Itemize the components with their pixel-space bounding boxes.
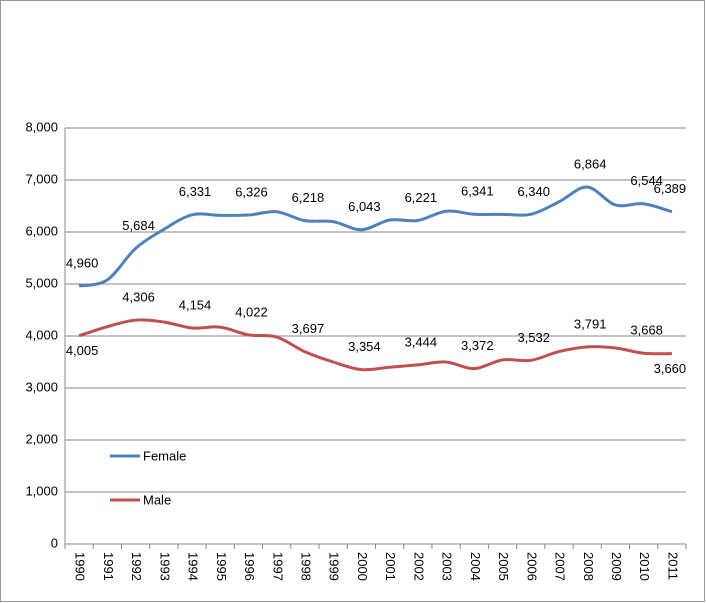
x-tick-label: 2007: [553, 552, 568, 581]
x-tick-label: 2005: [496, 552, 511, 581]
x-tick-label: 2010: [637, 552, 652, 581]
data-label: 6,043: [348, 199, 381, 214]
x-tick-label: 2001: [383, 552, 398, 581]
x-tick-label: 2003: [440, 552, 455, 581]
x-tick-label: 1999: [327, 552, 342, 581]
x-tick-label: 1998: [298, 552, 313, 581]
legend-label: Male: [143, 492, 171, 507]
data-label: 6,221: [405, 190, 438, 205]
data-label: 6,340: [517, 184, 550, 199]
x-tick-label: 2002: [411, 552, 426, 581]
x-tick-label: 1994: [186, 552, 201, 581]
y-tick-label: 0: [51, 535, 58, 550]
x-tick-label: 1990: [73, 552, 88, 581]
x-tick-label: 2009: [609, 552, 624, 581]
line: [78, 318, 672, 372]
x-tick-label: 2006: [524, 552, 539, 581]
x-tick-label: 1991: [101, 552, 116, 581]
data-label: 6,331: [179, 184, 212, 199]
x-tick-label: 1992: [129, 552, 144, 581]
y-tick-label: 7,000: [25, 171, 58, 186]
data-label: 5,684: [122, 218, 155, 233]
legend-label: Female: [143, 448, 186, 463]
y-tick-label: 8,000: [25, 119, 58, 134]
line: [78, 185, 673, 288]
x-tick-label: 1996: [242, 552, 257, 581]
x-tick-label: 1997: [270, 552, 285, 581]
y-tick-label: 5,000: [25, 275, 58, 290]
data-label: 4,005: [66, 343, 99, 358]
y-tick-label: 3,000: [25, 379, 58, 394]
y-tick-label: 2,000: [25, 431, 58, 446]
data-label: 3,532: [517, 330, 550, 345]
data-label: 6,544: [630, 173, 663, 188]
x-tick-label: 1995: [214, 552, 229, 581]
data-label: 3,660: [654, 361, 687, 376]
data-label: 4,022: [235, 304, 268, 319]
y-tick-label: 4,000: [25, 327, 58, 342]
x-tick-label: 2004: [468, 552, 483, 581]
data-label: 4,306: [122, 290, 155, 305]
data-label: 3,372: [461, 338, 494, 353]
y-tick-label: 1,000: [25, 483, 58, 498]
data-label: 6,389: [654, 181, 687, 196]
y-tick-label: 6,000: [25, 223, 58, 238]
x-tick-label: 2008: [581, 552, 596, 581]
data-label: 3,668: [630, 323, 663, 338]
data-label: 6,218: [292, 190, 325, 205]
x-tick-label: 1993: [157, 552, 172, 581]
data-label: 6,326: [235, 184, 268, 199]
data-label: 3,697: [292, 321, 325, 336]
data-label: 3,791: [574, 316, 607, 331]
data-label: 4,154: [179, 297, 212, 312]
data-label: 6,864: [574, 157, 607, 172]
x-tick-label: 2011: [665, 552, 680, 580]
data-label: 3,354: [348, 339, 381, 354]
x-tick-label: 2000: [355, 552, 370, 581]
data-label: 4,960: [66, 256, 99, 271]
data-label: 6,341: [461, 184, 494, 199]
data-label: 3,444: [405, 334, 438, 349]
